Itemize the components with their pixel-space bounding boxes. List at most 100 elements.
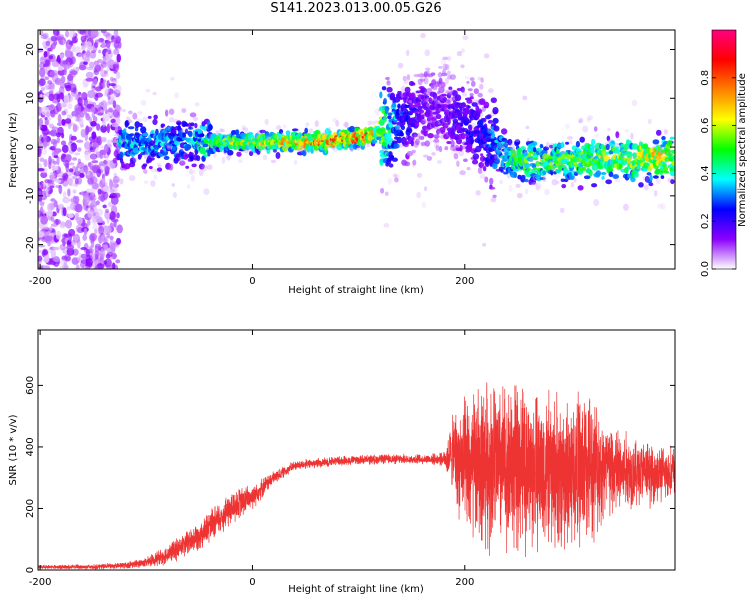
spectrogram-noise-cell [111, 179, 117, 188]
spectrogram-cell [481, 117, 487, 123]
spectrogram-cell [118, 151, 124, 159]
spectrogram-noise-cell [114, 84, 122, 94]
spectrogram-cell [670, 178, 675, 185]
spectrogram-halo-cell [241, 125, 246, 131]
spectrogram-cell [364, 140, 372, 144]
spectrogram-halo-cell [122, 108, 126, 113]
spectrogram-noise-cell [53, 165, 59, 171]
spectrogram-noise-cell [40, 34, 48, 40]
spectrogram-halo-cell [140, 99, 147, 106]
spectrogram-cell [500, 159, 505, 167]
spectrogram-noise-cell [40, 215, 48, 225]
spectrogram-cell [132, 112, 138, 120]
spectrogram-cell [391, 102, 397, 108]
spectrogram-cell [436, 126, 441, 135]
spectrogram-cell [164, 109, 169, 117]
spectrogram-noise-cell [64, 253, 71, 262]
spectrogram-noise-cell [54, 179, 62, 184]
spectrogram-halo-cell [488, 88, 494, 94]
spectrogram-cell [404, 86, 411, 94]
spectrogram-noise-cell [62, 207, 67, 217]
spectrogram-noise-cell [74, 178, 79, 185]
spectrogram-halo-cell [262, 154, 268, 161]
spectrogram-halo-cell [192, 169, 197, 175]
chart-title: S141.2023.013.00.05.G26 [270, 1, 442, 16]
spectrogram-halo-cell [432, 87, 438, 92]
spectrogram-cell [413, 73, 420, 78]
spectrogram-noise-cell [40, 54, 46, 63]
spectrogram-halo-cell [515, 183, 521, 189]
spectrogram-noise-cell [71, 44, 76, 53]
spectrogram-cell [473, 88, 480, 95]
spectrogram-halo-cell [137, 111, 143, 115]
spectrogram-noise-cell [44, 253, 50, 263]
spectrogram-noise-cell [39, 124, 48, 132]
spectrogram-halo-cell [335, 120, 340, 127]
spectrogram-cell [391, 157, 398, 162]
spectrogram-halo-cell [554, 173, 561, 179]
spectrogram-halo-cell [451, 151, 456, 155]
spectrogram-noise-cell [44, 76, 50, 81]
spectrogram-noise-cell [88, 61, 95, 69]
spectrogram-noise-cell [100, 61, 107, 68]
spectrogram-cell [381, 86, 387, 91]
spectrogram-cell [447, 91, 454, 96]
spectrogram-cell [467, 88, 473, 92]
spectrogram-noise-cell [112, 63, 119, 69]
spectrogram-cell [469, 93, 474, 97]
spectrogram-cell [524, 178, 529, 183]
spectrogram-cell [648, 182, 654, 187]
spectrogram-cell [203, 154, 209, 157]
spectrogram-cell [459, 123, 464, 127]
spectrogram-noise-cell [109, 241, 114, 249]
spectrogram-cell [514, 139, 521, 146]
x-tick-label: 0 [249, 577, 255, 588]
spectrogram-cell [421, 135, 425, 140]
spectrogram-noise-cell [94, 228, 98, 234]
spectrogram-cell [201, 149, 207, 155]
spectrogram-halo-cell [623, 203, 629, 211]
spectrogram-noise-cell [59, 221, 67, 229]
spectrogram-cell [484, 176, 489, 183]
spectrogram-cell [671, 155, 675, 160]
spectrogram-noise-cell [57, 113, 62, 124]
spectrogram-cell [562, 158, 569, 163]
spectrogram-cell [417, 100, 421, 109]
spectrogram-cell [492, 194, 497, 199]
spectrogram-noise-cell [81, 257, 87, 267]
spectrogram-noise-cell [104, 165, 110, 175]
spectrogram-cell [542, 170, 547, 175]
spectrogram-noise-cell [103, 159, 108, 165]
spectrogram-halo-cell [629, 155, 633, 160]
spectrogram-noise-cell [89, 234, 95, 244]
spectrogram-noise-cell [107, 90, 111, 100]
spectrogram-halo-cell [615, 178, 620, 183]
spectrogram-noise-cell [104, 87, 110, 94]
spectrogram-cell [543, 146, 550, 151]
spectrogram-noise-cell [102, 186, 110, 192]
spectrogram-noise-cell [97, 188, 102, 195]
spectrogram-cell [147, 115, 152, 119]
spectrogram-cell [440, 81, 446, 88]
spectrogram-noise-cell [85, 71, 94, 79]
spectrogram-halo-cell [362, 142, 367, 147]
spectrogram-halo-cell [670, 176, 675, 181]
spectrogram-halo-cell [573, 177, 577, 183]
spectrogram-noise-cell [109, 93, 117, 99]
spectrogram-halo-cell [392, 173, 398, 178]
spectrogram-noise-cell [65, 154, 72, 163]
spectrogram-noise-cell [89, 51, 97, 59]
spectrogram-cell [190, 122, 195, 127]
spectrogram-noise-cell [76, 162, 85, 169]
spectrogram-noise-cell [55, 230, 62, 240]
spectrogram-halo-cell [461, 92, 468, 97]
spectrogram-cell [666, 140, 673, 147]
spectrogram-cell [406, 74, 411, 81]
spectrogram-halo-cell [643, 184, 649, 191]
spectrogram-noise-cell [59, 53, 65, 60]
spectrogram-noise-cell [39, 56, 46, 65]
spectrogram-halo-cell [570, 181, 575, 188]
spectrogram-noise-cell [70, 142, 78, 152]
spectrogram-cell [408, 127, 413, 134]
spectrogram-noise-cell [62, 241, 66, 247]
